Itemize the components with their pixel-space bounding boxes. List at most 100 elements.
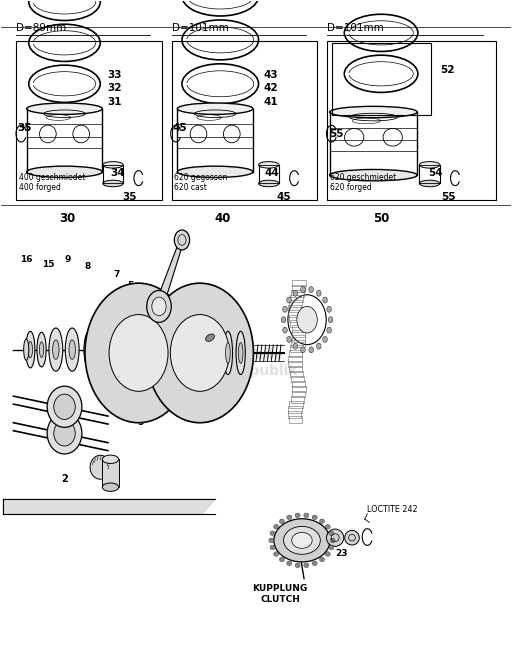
Ellipse shape	[287, 515, 292, 519]
Ellipse shape	[147, 290, 171, 322]
Bar	[292, 381, 305, 388]
Bar	[289, 315, 303, 322]
Text: 620 cast: 620 cast	[174, 183, 207, 192]
Polygon shape	[155, 239, 184, 308]
Ellipse shape	[287, 336, 291, 342]
Ellipse shape	[103, 180, 123, 186]
Bar	[172, 41, 317, 200]
Ellipse shape	[47, 386, 82, 428]
Text: 31: 31	[107, 97, 121, 107]
Ellipse shape	[304, 513, 309, 517]
Ellipse shape	[283, 306, 287, 312]
Ellipse shape	[54, 421, 75, 446]
Text: Teile
republik: Teile republik	[234, 348, 298, 378]
Text: 16: 16	[20, 255, 33, 264]
Ellipse shape	[102, 455, 119, 464]
Text: 15: 15	[41, 260, 54, 269]
Ellipse shape	[103, 162, 123, 168]
Ellipse shape	[270, 545, 275, 550]
Bar	[291, 325, 305, 332]
Ellipse shape	[309, 347, 313, 353]
Ellipse shape	[270, 531, 275, 535]
Text: 5: 5	[135, 403, 141, 412]
Ellipse shape	[27, 103, 102, 115]
Text: 5: 5	[137, 418, 143, 427]
Ellipse shape	[301, 347, 305, 353]
Ellipse shape	[319, 557, 325, 562]
Text: 55: 55	[329, 129, 344, 139]
Ellipse shape	[327, 306, 331, 312]
Ellipse shape	[85, 283, 192, 423]
Text: D=101mm: D=101mm	[328, 23, 384, 33]
Ellipse shape	[281, 317, 286, 323]
Ellipse shape	[295, 563, 300, 567]
Text: KUPPLUNG: KUPPLUNG	[252, 584, 308, 593]
Ellipse shape	[328, 317, 333, 323]
Ellipse shape	[345, 530, 359, 545]
Text: 22: 22	[316, 541, 328, 550]
Bar	[291, 290, 304, 296]
Ellipse shape	[274, 519, 330, 562]
Bar	[332, 43, 431, 115]
Ellipse shape	[109, 314, 168, 392]
Ellipse shape	[37, 332, 46, 367]
Text: 7: 7	[201, 344, 207, 353]
Text: 35: 35	[122, 192, 137, 202]
Bar	[288, 305, 302, 312]
Ellipse shape	[39, 342, 44, 358]
Ellipse shape	[283, 327, 287, 333]
Text: 620 geschmiedet: 620 geschmiedet	[330, 173, 396, 182]
Ellipse shape	[316, 290, 321, 296]
Ellipse shape	[177, 103, 253, 115]
Ellipse shape	[69, 340, 75, 360]
Ellipse shape	[309, 286, 313, 292]
Text: 400 geschmiedet: 400 geschmiedet	[18, 173, 85, 182]
Ellipse shape	[312, 515, 317, 519]
Bar	[292, 285, 305, 292]
Ellipse shape	[287, 297, 291, 303]
Text: 55: 55	[441, 192, 455, 202]
Ellipse shape	[316, 343, 321, 349]
Bar	[288, 406, 302, 413]
Text: 620 forged: 620 forged	[330, 183, 372, 192]
Bar	[290, 371, 303, 378]
Ellipse shape	[312, 561, 317, 565]
Text: 1: 1	[122, 361, 129, 371]
Ellipse shape	[327, 327, 331, 333]
Ellipse shape	[325, 524, 330, 529]
Bar	[16, 41, 162, 200]
Ellipse shape	[293, 290, 297, 296]
Ellipse shape	[206, 334, 215, 342]
Ellipse shape	[226, 342, 230, 364]
Text: 400 forged: 400 forged	[18, 183, 60, 192]
Polygon shape	[3, 499, 215, 513]
Ellipse shape	[419, 162, 440, 168]
Text: 2: 2	[61, 474, 68, 484]
Text: 23: 23	[335, 549, 348, 558]
Ellipse shape	[284, 526, 321, 554]
Text: LOCTITE 242: LOCTITE 242	[367, 505, 418, 513]
Bar	[289, 300, 302, 306]
Text: 7: 7	[113, 270, 119, 279]
Ellipse shape	[323, 297, 327, 303]
Text: 52: 52	[440, 65, 454, 75]
Bar	[292, 391, 305, 398]
Ellipse shape	[323, 336, 327, 342]
Text: 620 gegossen: 620 gegossen	[174, 173, 228, 182]
Ellipse shape	[280, 519, 285, 523]
Ellipse shape	[325, 551, 330, 556]
Ellipse shape	[297, 306, 317, 333]
Ellipse shape	[152, 297, 166, 316]
Ellipse shape	[177, 166, 253, 178]
Ellipse shape	[24, 339, 29, 360]
Text: CLUTCH: CLUTCH	[260, 595, 300, 603]
Ellipse shape	[174, 230, 189, 250]
Bar	[290, 346, 304, 352]
Text: 8: 8	[221, 354, 227, 363]
Ellipse shape	[87, 341, 93, 358]
Bar	[289, 401, 303, 408]
Text: 21: 21	[289, 533, 302, 542]
Ellipse shape	[49, 328, 63, 371]
Ellipse shape	[330, 107, 417, 118]
Text: 54: 54	[429, 168, 443, 178]
